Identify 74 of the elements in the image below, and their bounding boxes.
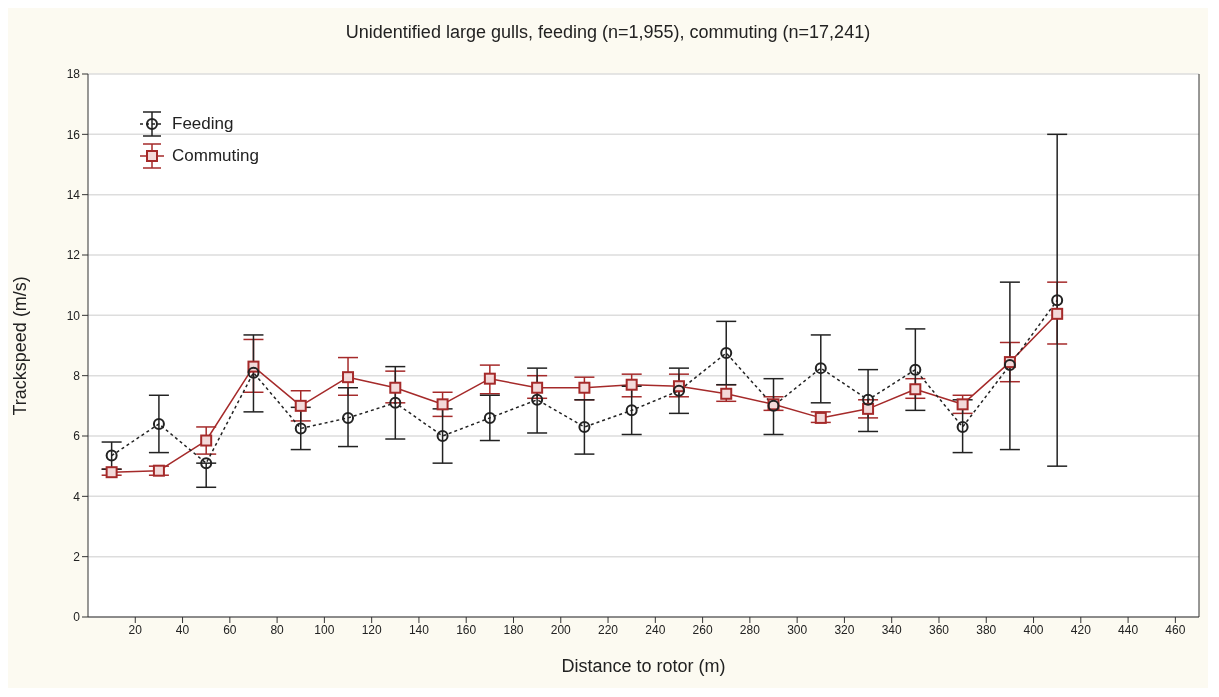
y-tick-label: 12 (66, 248, 81, 263)
point (152, 464, 165, 477)
point (625, 378, 638, 391)
point (578, 381, 591, 394)
x-tick-label: 360 (928, 622, 950, 637)
x-tick-label: 220 (598, 622, 619, 637)
x-tick-label: 400 (1023, 622, 1044, 637)
point (389, 381, 402, 394)
point (720, 387, 733, 400)
point (342, 411, 355, 424)
y-tick-label: 4 (73, 489, 81, 504)
legend-label: Feeding (172, 114, 234, 134)
point (814, 411, 827, 424)
x-tick-label: 40 (175, 622, 190, 637)
point (152, 417, 165, 430)
point (389, 396, 402, 409)
point (625, 404, 638, 417)
point (814, 362, 827, 375)
x-tick-label: 440 (1118, 622, 1139, 637)
point (436, 398, 449, 411)
x-tick-label: 200 (550, 622, 572, 637)
x-tick-label: 60 (223, 622, 237, 637)
point (720, 347, 733, 360)
y-tick-label: 18 (66, 67, 81, 82)
point (531, 381, 544, 394)
legend-label: Commuting (172, 146, 259, 166)
x-tick-label: 260 (692, 622, 713, 637)
y-tick-label: 10 (66, 308, 81, 323)
point (342, 371, 355, 384)
x-tick-label: 240 (645, 622, 666, 637)
y-tick-label: 0 (73, 610, 81, 625)
point (862, 393, 875, 406)
point (294, 422, 307, 435)
point (247, 366, 260, 379)
point (956, 420, 969, 433)
x-tick-label: 180 (503, 622, 524, 637)
point (578, 420, 591, 433)
point (1051, 307, 1064, 320)
point (200, 457, 213, 470)
point (672, 384, 685, 397)
x-tick-label: 340 (881, 622, 903, 637)
point (862, 402, 875, 415)
x-tick-label: 460 (1165, 622, 1186, 637)
point (483, 372, 496, 385)
x-tick-label: 380 (976, 622, 997, 637)
point (294, 399, 307, 412)
point (531, 393, 544, 406)
point (105, 449, 118, 462)
point (483, 411, 496, 424)
point (105, 466, 118, 479)
point (200, 434, 213, 447)
y-tick-label: 16 (66, 127, 81, 142)
x-tick-label: 120 (361, 622, 382, 637)
point (1051, 294, 1064, 307)
point (436, 430, 449, 442)
x-tick-label: 280 (739, 622, 761, 637)
x-axis-title: Distance to rotor (m) (561, 656, 726, 676)
y-tick-label: 2 (73, 549, 81, 564)
x-tick-label: 160 (456, 622, 477, 637)
x-tick-label: 20 (128, 622, 143, 637)
y-axis-title: Trackspeed (m/s) (10, 276, 31, 416)
x-tick-label: 100 (314, 622, 335, 637)
y-tick-label: 8 (73, 368, 81, 383)
point (909, 383, 922, 396)
chart-title: Unidentified large gulls, feeding (n=1,955), commuting (n=17,241) (344, 21, 872, 44)
point (956, 398, 969, 411)
x-tick-label: 420 (1070, 622, 1092, 637)
y-tick-label: 14 (66, 187, 81, 202)
x-tick-label: 320 (834, 622, 855, 637)
x-tick-label: 140 (408, 622, 430, 637)
x-tick-label: 80 (270, 622, 285, 637)
y-tick-label: 6 (73, 429, 81, 444)
x-tick-label: 300 (787, 622, 808, 637)
point (909, 363, 922, 376)
